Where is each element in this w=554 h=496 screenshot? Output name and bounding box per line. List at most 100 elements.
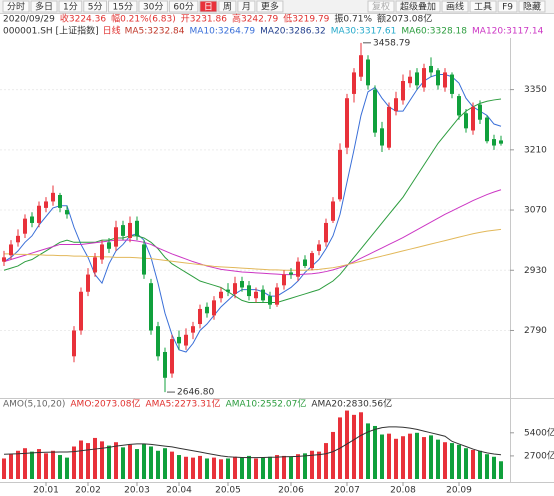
volume-bar bbox=[436, 439, 440, 479]
toolbar-label[interactable]: 60分 bbox=[173, 2, 193, 13]
volume-bar bbox=[317, 451, 321, 479]
toolbar-label[interactable]: 更多 bbox=[261, 1, 279, 13]
volume-bar bbox=[254, 458, 258, 479]
volume-bar bbox=[177, 455, 181, 479]
candle-body bbox=[373, 89, 377, 133]
volume-bar bbox=[485, 454, 489, 479]
toolbar-button[interactable] bbox=[469, 0, 497, 13]
candle-body bbox=[338, 149, 342, 200]
toolbar-button[interactable] bbox=[367, 0, 395, 13]
toolbar-button[interactable] bbox=[441, 0, 469, 13]
toolbar-button[interactable] bbox=[83, 0, 107, 13]
candle-body bbox=[65, 210, 69, 215]
candle-body bbox=[464, 113, 468, 129]
toolbar-label[interactable]: 工具 bbox=[474, 2, 492, 13]
volume-bar bbox=[422, 437, 426, 479]
toolbar-label[interactable]: 画线 bbox=[446, 1, 464, 13]
toolbar-label[interactable]: 5分 bbox=[88, 2, 103, 13]
toolbar-button[interactable] bbox=[138, 0, 168, 13]
toolbar-button[interactable] bbox=[58, 0, 83, 13]
toolbar-label[interactable]: 隐藏 bbox=[523, 1, 541, 13]
candle-body bbox=[114, 227, 118, 247]
volume-bar bbox=[359, 412, 363, 479]
volume-bar bbox=[499, 461, 503, 479]
candle-body bbox=[478, 104, 482, 120]
toolbar-label[interactable]: 多日 bbox=[35, 1, 53, 13]
volume-bar bbox=[471, 449, 475, 479]
toolbar-label[interactable]: 1分 bbox=[63, 2, 78, 13]
candle-body bbox=[142, 244, 146, 275]
volume-bar bbox=[394, 438, 398, 479]
candle-body bbox=[268, 296, 272, 305]
toolbar-button[interactable] bbox=[218, 0, 237, 13]
toolbar-label[interactable]: 日 bbox=[204, 2, 213, 13]
candle-body bbox=[177, 336, 181, 344]
volume-bar bbox=[51, 450, 55, 479]
candle-body bbox=[191, 326, 195, 333]
volume-legend: AMO:2073.08亿 bbox=[70, 398, 140, 410]
toolbar-button[interactable] bbox=[395, 0, 441, 13]
toolbar-label[interactable]: 30分 bbox=[143, 2, 163, 13]
volume-bar bbox=[303, 453, 307, 479]
candle-body bbox=[401, 81, 405, 101]
candle-body bbox=[212, 300, 216, 316]
candle-body bbox=[282, 274, 286, 286]
toolbar-button[interactable] bbox=[237, 0, 256, 13]
toolbar-button[interactable] bbox=[199, 0, 218, 13]
toolbar-label[interactable]: 15分 bbox=[113, 2, 133, 13]
candle-body bbox=[44, 201, 48, 208]
x-tick-label: 20.06 bbox=[278, 486, 304, 496]
quote-info: 收3224.36 bbox=[60, 13, 106, 25]
candle-body bbox=[163, 351, 167, 378]
candle-body bbox=[415, 72, 419, 86]
ma-line bbox=[3, 98, 502, 304]
volume-bar bbox=[121, 447, 125, 479]
volume-bar bbox=[324, 443, 328, 479]
toolbar-button[interactable] bbox=[256, 0, 284, 13]
volume-bar bbox=[107, 445, 111, 479]
toolbar-label[interactable]: 月 bbox=[242, 2, 251, 13]
volume-bar bbox=[373, 425, 377, 479]
candle-body bbox=[170, 339, 174, 374]
volume-bar bbox=[226, 458, 230, 479]
y-tick-label: 2700亿 bbox=[524, 449, 554, 461]
candle-body bbox=[408, 76, 412, 84]
volume-bar bbox=[352, 414, 356, 479]
volume-bar bbox=[268, 456, 272, 479]
candle-body bbox=[93, 257, 97, 273]
volume-bar bbox=[366, 423, 370, 479]
candle-body bbox=[317, 244, 321, 251]
volume-legend: AMA10:2552.07亿 bbox=[226, 398, 307, 410]
quote-info: 低3219.79 bbox=[283, 13, 329, 25]
candle-body bbox=[16, 235, 20, 243]
volume-bar bbox=[79, 440, 83, 479]
toolbar-label[interactable]: 周 bbox=[223, 2, 232, 13]
toolbar-button[interactable] bbox=[518, 0, 546, 13]
ma-line bbox=[3, 189, 502, 276]
toolbar-button[interactable] bbox=[30, 0, 58, 13]
volume-bar bbox=[191, 457, 195, 479]
x-tick-label: 20.05 bbox=[215, 486, 241, 496]
toolbar-button[interactable] bbox=[2, 0, 30, 13]
toolbar-label[interactable]: 超级叠加 bbox=[400, 1, 436, 13]
volume-bar bbox=[163, 448, 167, 479]
toolbar-button[interactable] bbox=[108, 0, 138, 13]
volume-bar bbox=[205, 458, 209, 479]
ma-legend: MA20:3286.32 bbox=[260, 27, 326, 37]
toolbar-label[interactable]: F9 bbox=[502, 3, 513, 13]
toolbar-label[interactable]: 复权 bbox=[372, 1, 390, 13]
toolbar-button[interactable] bbox=[497, 0, 518, 13]
quote-info: 开3231.86 bbox=[181, 14, 227, 25]
toolbar-button[interactable] bbox=[168, 0, 199, 13]
volume-bar bbox=[170, 451, 174, 479]
candle-body bbox=[86, 274, 90, 292]
candle-body bbox=[240, 281, 244, 288]
toolbar-label[interactable]: 分时 bbox=[7, 1, 25, 13]
volume-bar bbox=[261, 457, 265, 479]
candle-body bbox=[261, 289, 265, 301]
ma-legend: MA120:3117.14 bbox=[472, 27, 544, 37]
volume-bar bbox=[9, 454, 13, 479]
symbol: 000001.SH [上证指数] bbox=[3, 25, 99, 37]
volume-bar bbox=[331, 431, 335, 479]
